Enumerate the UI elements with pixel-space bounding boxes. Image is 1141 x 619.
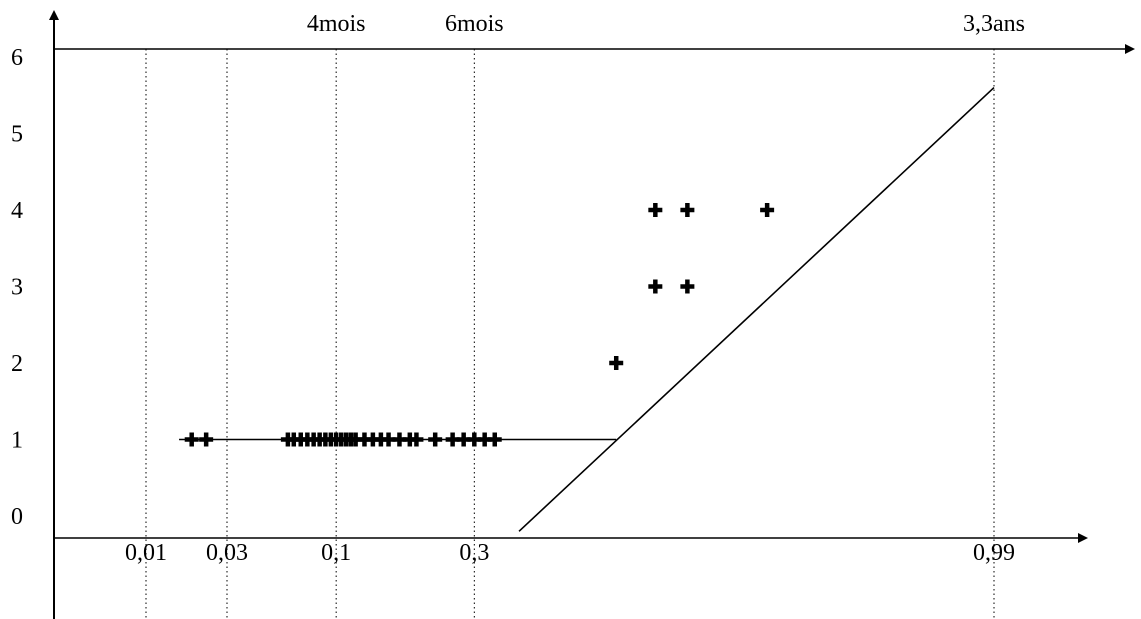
- y-tick-label: 0: [11, 504, 23, 530]
- y-tick-label: 1: [11, 428, 23, 454]
- y-tick-label: 4: [11, 198, 23, 224]
- x-tick-label: 0,03: [206, 540, 248, 566]
- top-tick-label: 6mois: [445, 11, 504, 37]
- data-points: [184, 203, 775, 447]
- axes: [49, 10, 1135, 619]
- data-point: [648, 279, 663, 294]
- data-point: [487, 432, 502, 447]
- x-tick-label: 0,99: [973, 540, 1015, 566]
- top-tick-label: 4mois: [307, 11, 366, 37]
- tick-labels: 0,01 0,03 0,1 0,3 0,99 4mois 6mois 3,3ans 0 1 2 3 4 5…: [11, 11, 1025, 566]
- y-tick-label: 6: [11, 45, 23, 71]
- gridlines: [145, 49, 995, 619]
- data-point: [428, 432, 443, 447]
- x-tick-label: 0,1: [321, 540, 351, 566]
- y-tick-label: 5: [11, 122, 23, 148]
- data-point: [680, 203, 695, 217]
- data-point: [184, 432, 199, 447]
- top-tick-label: 3,3ans: [963, 11, 1025, 37]
- fit-line: [518, 87, 995, 532]
- x-tick-label: 0,01: [125, 540, 167, 566]
- data-point: [609, 356, 624, 370]
- data-point: [648, 203, 663, 217]
- data-point: [680, 279, 695, 294]
- fit-lines: [179, 87, 995, 532]
- x-tick-label: 0,3: [459, 540, 489, 566]
- data-point: [199, 432, 214, 447]
- y-tick-label: 2: [11, 351, 23, 377]
- data-point: [760, 203, 775, 217]
- data-point: [409, 432, 424, 447]
- y-tick-label: 3: [11, 275, 23, 301]
